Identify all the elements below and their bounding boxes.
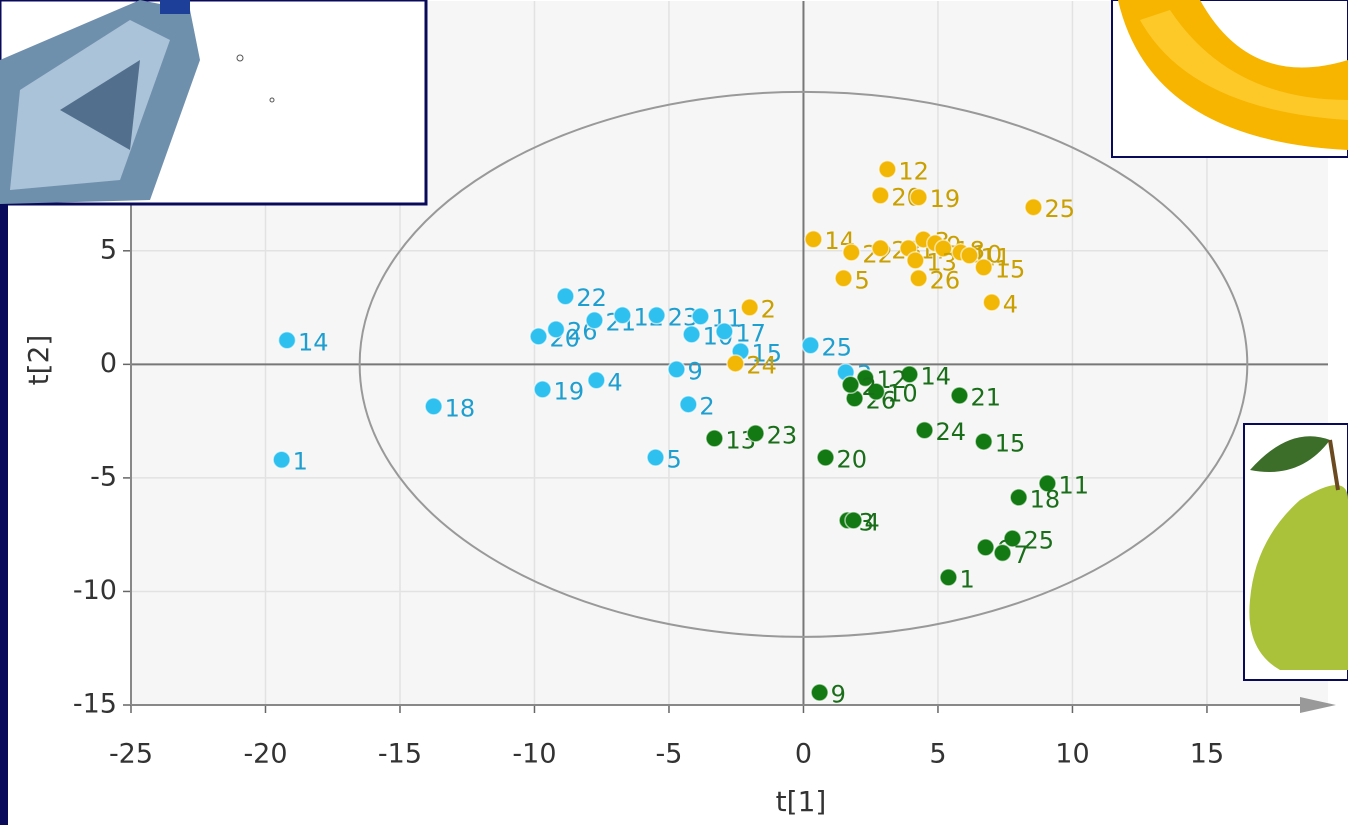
banana-photo: [1112, 0, 1348, 157]
photos: [0, 0, 1348, 825]
water-photo: [0, 0, 426, 204]
pear-photo: [1244, 424, 1348, 680]
page: t[1] t[2] -25-20-15-10-5051015-15-10-505…: [0, 0, 1348, 825]
